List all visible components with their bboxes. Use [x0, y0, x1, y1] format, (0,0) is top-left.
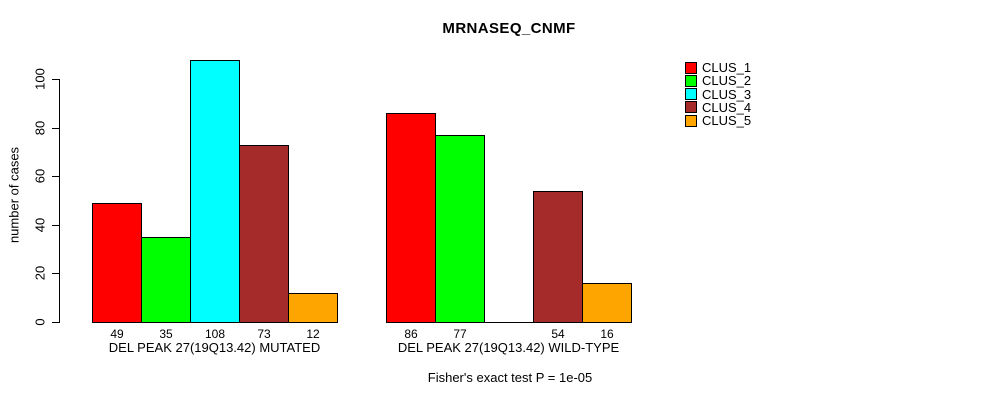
legend-swatch-clus-3 [685, 88, 697, 101]
legend: CLUS_1 CLUS_2 CLUS_3 CLUS_4 CLUS_5 [685, 61, 751, 127]
bar-value-clus-4-group-1: 73 [257, 327, 271, 341]
y-axis-tick-label: 0 [32, 318, 48, 326]
y-axis-line [59, 79, 60, 323]
bar-clus-3-group-1 [190, 60, 240, 323]
bar-value-clus-1-group-1: 49 [110, 327, 124, 341]
legend-label-clus-2: CLUS_2 [702, 73, 752, 89]
legend-swatch-clus-1 [685, 61, 697, 74]
y-axis-label: number of cases [6, 146, 22, 244]
bar-clus-4-group-2 [533, 191, 583, 323]
y-axis-tick [52, 79, 60, 80]
legend-item-clus-1: CLUS_1 [685, 61, 751, 74]
y-axis-tick [52, 128, 60, 129]
bar-value-clus-4-group-2: 54 [551, 327, 565, 341]
bar-value-clus-2-group-1: 35 [159, 327, 173, 341]
bar-value-clus-3-group-1: 108 [204, 327, 226, 341]
bar-value-clus-5-group-1: 12 [306, 327, 320, 341]
group-label-1: DEL PEAK 27(19Q13.42) MUTATED [108, 340, 321, 355]
bar-clus-1-group-1 [92, 203, 142, 323]
bar-clus-1-group-2 [386, 113, 436, 323]
y-axis-tick-label: 20 [32, 265, 48, 281]
legend-label-clus-3: CLUS_3 [702, 86, 752, 102]
legend-label-clus-4: CLUS_4 [702, 99, 752, 115]
y-axis-tick-label: 100 [32, 68, 48, 90]
bar-clus-4-group-1 [239, 145, 289, 323]
bar-value-clus-1-group-2: 86 [404, 327, 418, 341]
bar-clus-3-group-2-zero [484, 322, 534, 323]
bar-value-clus-2-group-2: 77 [453, 327, 467, 341]
bar-value-clus-5-group-2: 16 [600, 327, 614, 341]
legend-swatch-clus-2 [685, 74, 697, 87]
bar-clus-2-group-1 [141, 237, 191, 323]
legend-swatch-clus-5 [685, 114, 697, 127]
legend-label-clus-1: CLUS_1 [702, 60, 752, 75]
chart-title: MRNASEQ_CNMF [442, 20, 576, 37]
group-label-2: DEL PEAK 27(19Q13.42) WILD-TYPE [397, 340, 620, 355]
bar-clus-5-group-2 [582, 283, 632, 323]
y-axis-tick-label: 60 [32, 168, 48, 184]
y-axis-tick [52, 225, 60, 226]
legend-swatch-clus-4 [685, 101, 697, 114]
y-axis-tick-label: 40 [32, 217, 48, 233]
bar-clus-5-group-1 [288, 293, 338, 323]
legend-item-clus-2: CLUS_2 [685, 74, 751, 87]
legend-item-clus-5: CLUS_5 [685, 114, 751, 127]
bar-clus-2-group-2 [435, 135, 485, 323]
legend-label-clus-5: CLUS_5 [702, 113, 752, 129]
legend-item-clus-4: CLUS_4 [685, 101, 751, 114]
y-axis-tick-label: 80 [32, 120, 48, 136]
y-axis-tick [52, 273, 60, 274]
y-axis-tick [52, 322, 60, 323]
y-axis-tick [52, 176, 60, 177]
fisher-test-annotation: Fisher's exact test P = 1e-05 [427, 370, 593, 385]
legend-item-clus-3: CLUS_3 [685, 88, 751, 101]
